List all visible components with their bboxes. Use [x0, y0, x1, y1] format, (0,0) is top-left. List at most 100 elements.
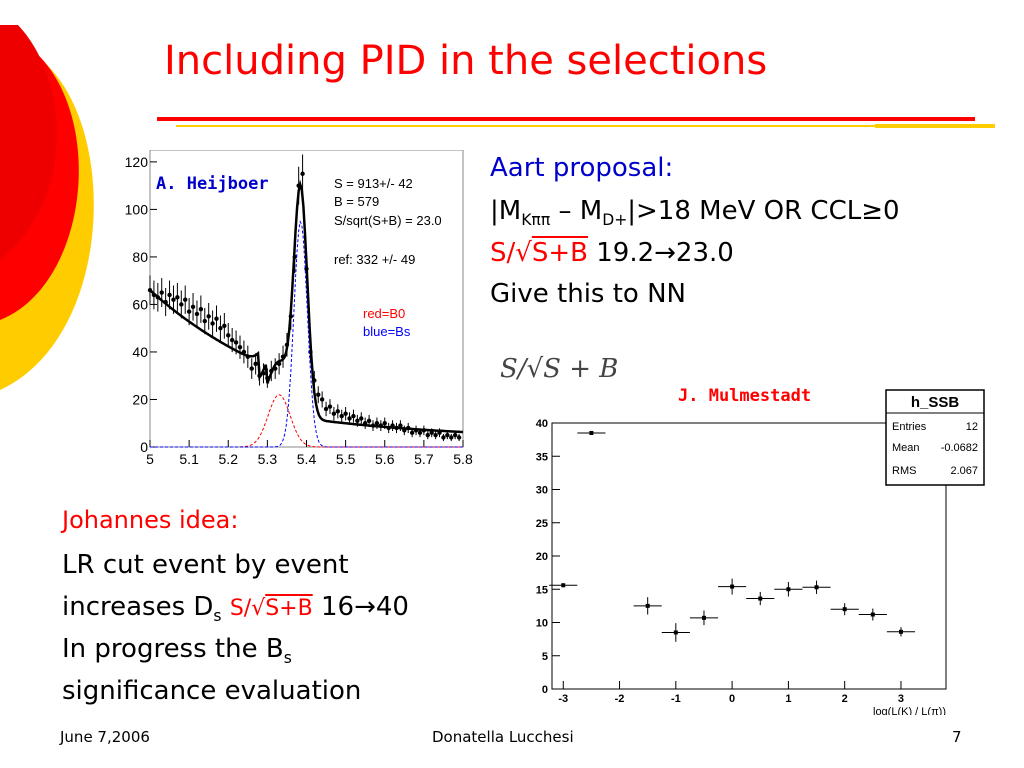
- data-point: [661, 623, 690, 642]
- stats-rms-label: RMS: [892, 465, 916, 477]
- legend-red: red=B0: [363, 306, 405, 321]
- aart-ratio-line: S/√S+B 19.2→23.0: [490, 238, 734, 268]
- data-point: [339, 409, 344, 423]
- jl2-prefix: increases D: [62, 592, 214, 622]
- j-ratio-label: S/√: [229, 596, 266, 621]
- x-tick-label: -2: [615, 693, 625, 705]
- stats-box: h_SSB Entries 12 Mean -0.0682 RMS 2.067: [885, 389, 985, 486]
- y-tick-label: 25: [536, 518, 548, 530]
- cut-sub2: D+: [602, 211, 628, 230]
- aart-line4: Give this to NN: [490, 279, 686, 309]
- x-tick-label: 5.2: [219, 451, 239, 467]
- data-point: [175, 283, 180, 312]
- bs-curve: [150, 220, 463, 448]
- data-point: [425, 431, 430, 440]
- cut-mid: – M: [550, 196, 603, 226]
- ssb-plot-frame: [551, 422, 947, 690]
- data-point: [323, 401, 329, 417]
- aart-ratio-den: S+B: [531, 238, 588, 268]
- data-point: [198, 295, 204, 323]
- x-tick-label: 1: [785, 693, 791, 705]
- data-point: [718, 578, 747, 595]
- y-tick-label: 15: [536, 584, 548, 596]
- stat-ssb: S/sqrt(S+B) = 23.0: [334, 213, 442, 228]
- fig2-author: J. Mulmestadt: [678, 386, 812, 406]
- title-rule-yellow-end: [875, 124, 995, 128]
- stats-mean-value: -0.0682: [941, 442, 978, 454]
- data-point: [549, 583, 578, 588]
- decorative-arcs: [0, 25, 94, 390]
- x-tick-label: 5.5: [336, 451, 356, 467]
- x-tick-label: 5.6: [375, 451, 395, 467]
- stats-entries-value: 12: [966, 421, 978, 433]
- data-point: [886, 627, 916, 637]
- johannes-line1: LR cut event by event: [62, 550, 349, 580]
- data-point: [183, 285, 188, 314]
- aart-heading: Aart proposal:: [490, 153, 674, 183]
- data-point: [206, 302, 211, 330]
- footer-date: June 7,2006: [60, 728, 150, 746]
- data-point: [214, 305, 219, 332]
- x-tick-label: -3: [558, 693, 568, 705]
- x-tick-label: 5.7: [414, 451, 434, 467]
- cut-suffix: |>18 MeV OR CCL≥0: [627, 196, 900, 226]
- data-point: [633, 597, 662, 615]
- stat-s: S = 913+/- 42: [334, 176, 413, 191]
- y-tick-label: 0: [140, 439, 148, 455]
- stat-ref: ref: 332 +/- 49: [334, 252, 415, 267]
- data-point: [327, 399, 333, 415]
- data-point: [194, 300, 200, 328]
- y-tick-label: 30: [536, 485, 548, 497]
- johannes-line4: significance evaluation: [62, 676, 362, 706]
- data-point: [830, 603, 859, 616]
- data-point: [167, 280, 172, 310]
- data-point: [449, 433, 454, 442]
- stats-rms-value: 2.067: [950, 465, 978, 477]
- data-point: [746, 591, 775, 606]
- data-point: [316, 386, 321, 404]
- y-tick-label: 120: [125, 154, 149, 170]
- stats-mean-label: Mean: [892, 442, 920, 454]
- data-point: [858, 608, 887, 621]
- y-tick-label: 20: [536, 551, 548, 563]
- data-point: [456, 433, 462, 442]
- data-point: [218, 315, 223, 341]
- y-tick-label: 40: [132, 344, 148, 360]
- aart-ratio-label: S/√: [490, 238, 532, 268]
- x-tick-label: 5.4: [297, 451, 317, 467]
- y-tick-label: 20: [132, 391, 148, 407]
- page-number: 7: [952, 728, 962, 746]
- fig1-author: A. Heijboer: [156, 174, 269, 194]
- data-point: [335, 404, 340, 419]
- johannes-heading: Johannes idea:: [62, 506, 239, 534]
- data-point: [577, 430, 606, 435]
- y-tick-label: 80: [132, 249, 148, 265]
- title-rule-red: [157, 117, 975, 121]
- data-point: [159, 278, 164, 308]
- johannes-line2: increases Ds S/√S+B 16→40: [62, 592, 409, 625]
- stats-title: h_SSB: [911, 394, 960, 411]
- data-point: [210, 310, 215, 337]
- jl3-prefix: In progress the B: [62, 634, 284, 664]
- x-tick-label: 5: [146, 451, 154, 467]
- stat-b: B = 579: [334, 194, 379, 209]
- y-tick-label: 5: [542, 651, 548, 663]
- data-point: [433, 431, 438, 440]
- data-point: [253, 353, 258, 375]
- data-point: [237, 335, 243, 359]
- data-point: [179, 290, 184, 319]
- data-point: [802, 580, 831, 594]
- title-rule-yellow: [176, 125, 875, 127]
- ssb-equation-image: S/√S + B: [500, 354, 619, 384]
- total-fit-curve: [149, 179, 463, 434]
- mass-plot: 5 5.1 5.2 5.3 5.4 5.5 5.6 5.7 5.8 0 20 40 60 80 100 120…: [125, 150, 473, 467]
- x-tick-label: 5.3: [258, 451, 278, 467]
- red-arc-inner: [0, 25, 57, 260]
- data-point: [300, 154, 305, 194]
- data-point: [689, 610, 719, 626]
- ssb-xlabel: log(L(K) / L(π)): [873, 706, 946, 715]
- data-point: [202, 307, 207, 335]
- y-tick-label: 10: [536, 618, 548, 630]
- data-point: [249, 358, 254, 379]
- slide-title: Including PID in the selections: [164, 38, 768, 84]
